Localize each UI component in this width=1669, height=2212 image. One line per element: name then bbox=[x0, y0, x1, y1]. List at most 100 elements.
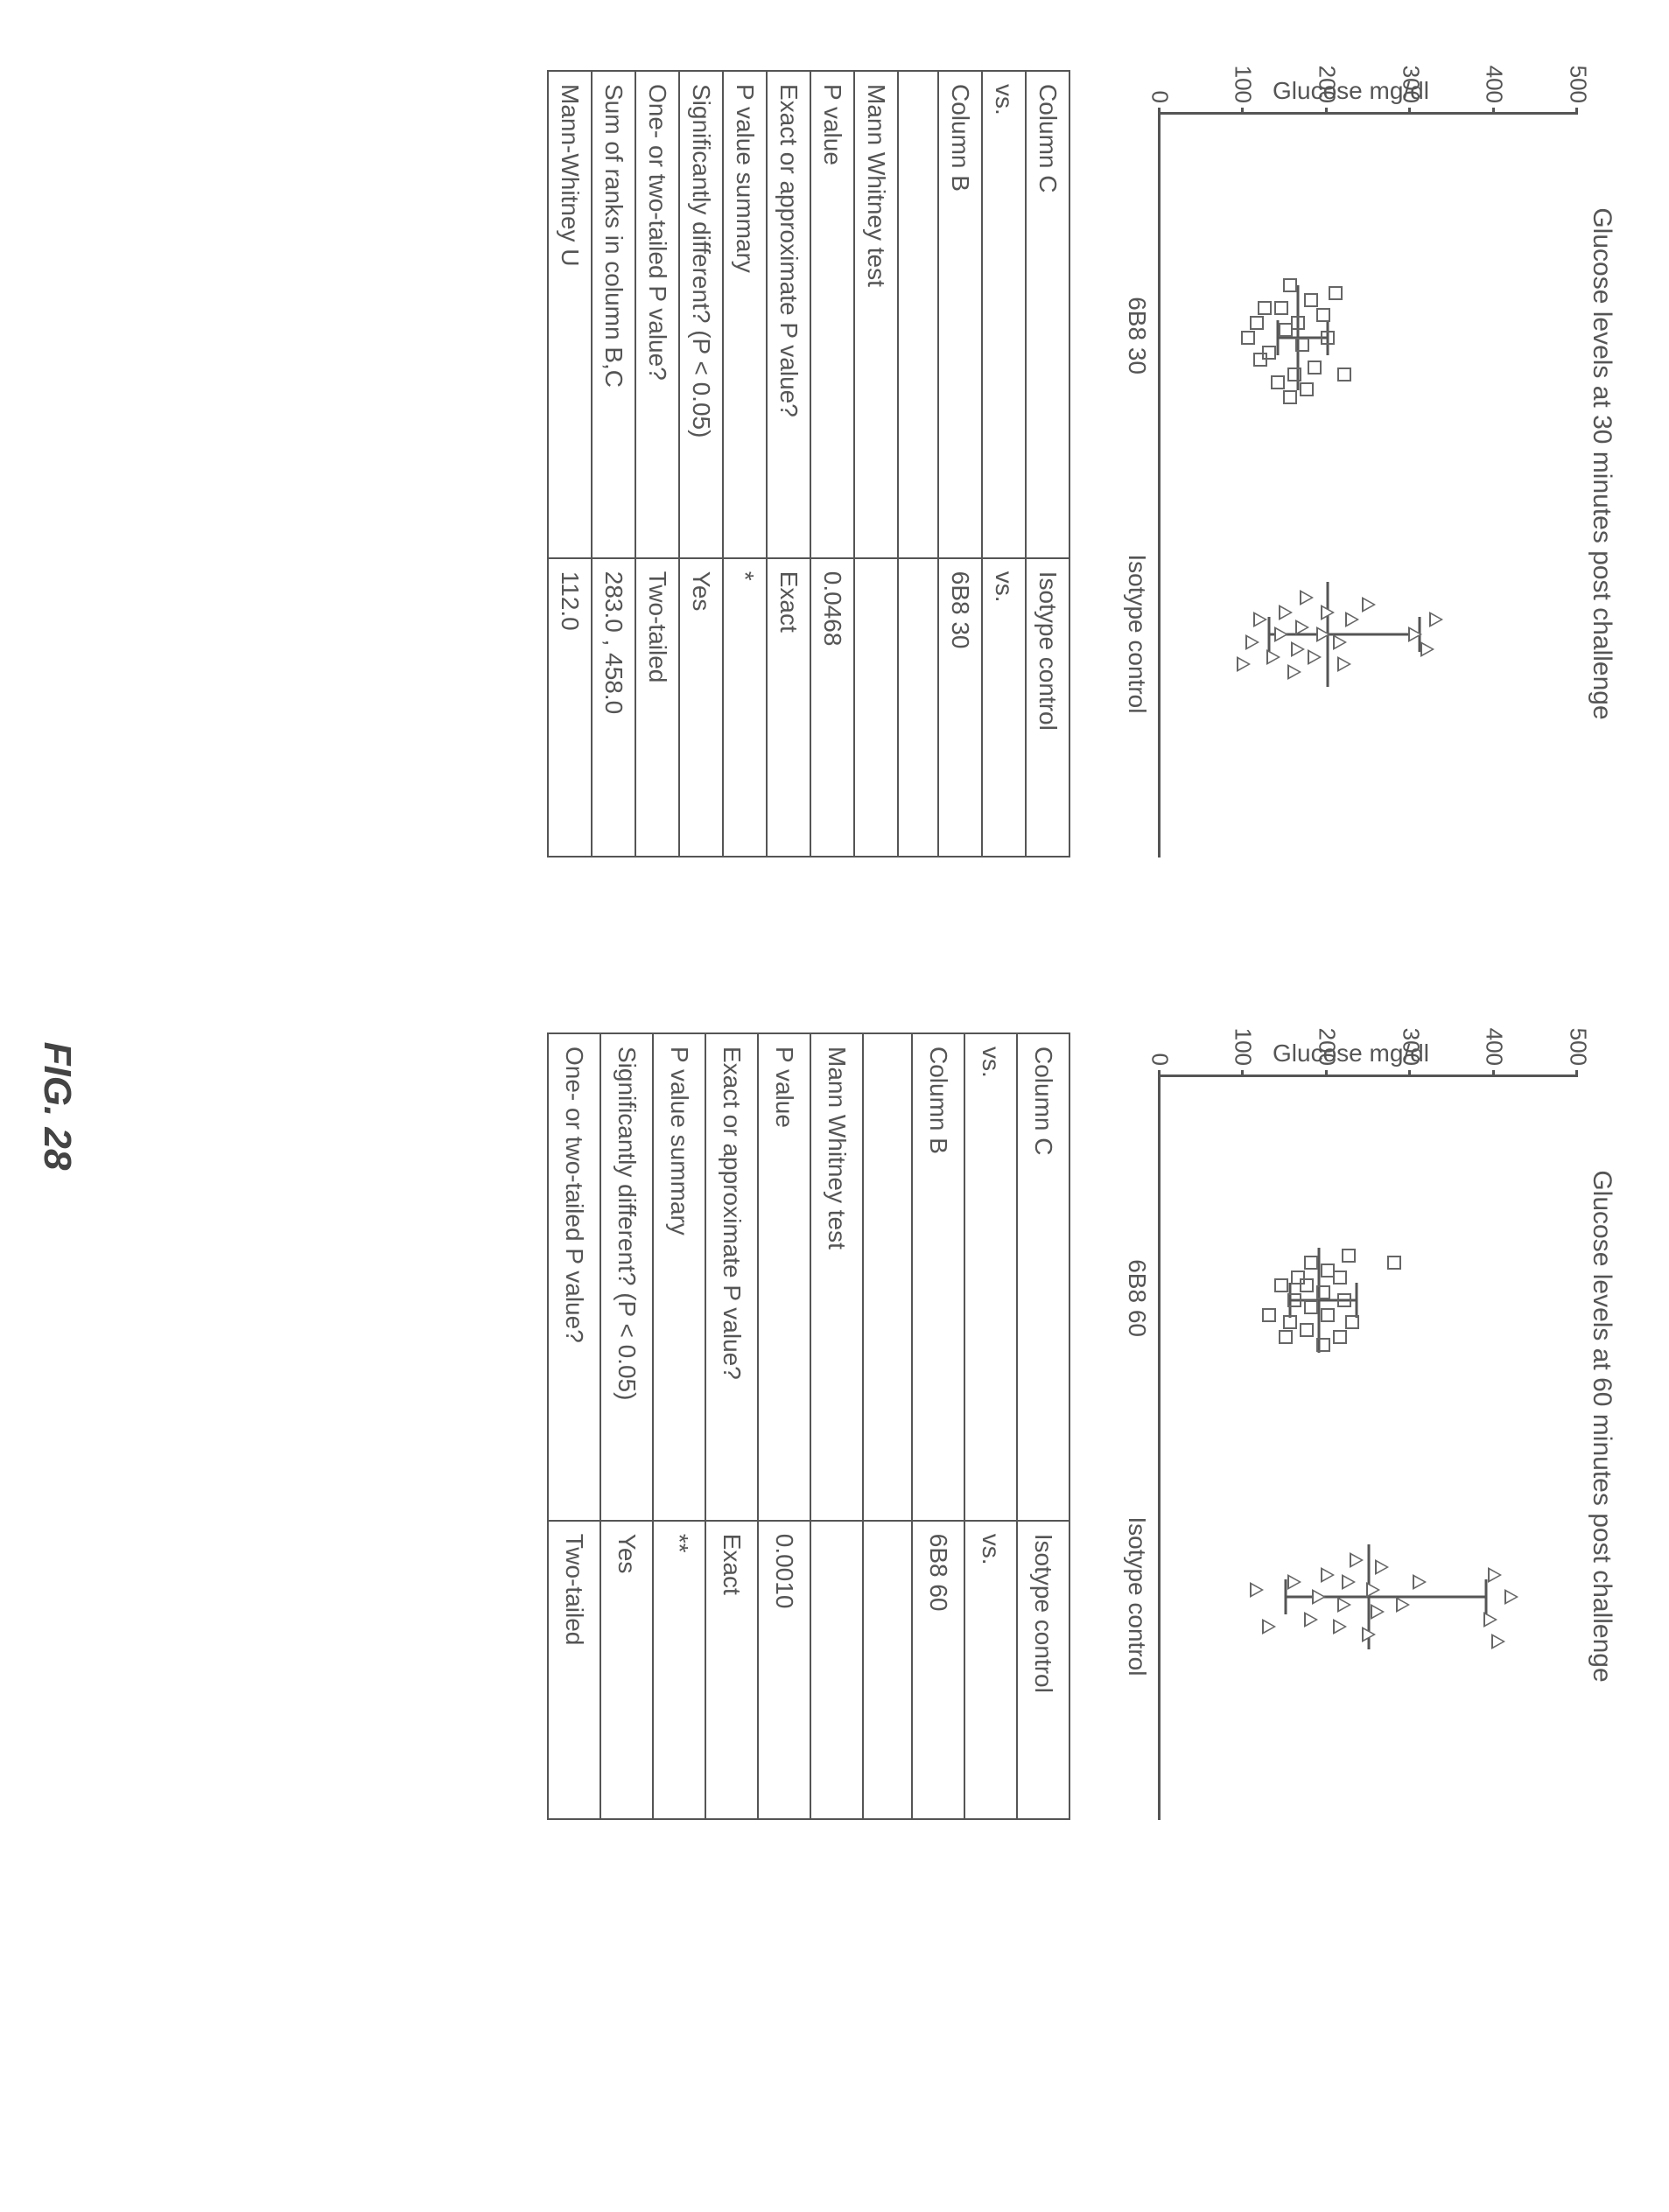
stat-value bbox=[810, 1521, 863, 1819]
table-row: Exact or approximate P value?Exact bbox=[705, 1033, 758, 1819]
error-bar-cap bbox=[1268, 617, 1271, 652]
stat-label: Significantly different? (P < 0.05) bbox=[679, 71, 723, 558]
triangle-marker bbox=[1333, 634, 1347, 650]
error-bar-cap bbox=[1356, 1283, 1358, 1318]
stat-value: Isotype control bbox=[1017, 1521, 1069, 1819]
triangle-marker bbox=[1371, 1604, 1385, 1620]
stat-value: Two-tailed bbox=[548, 1521, 600, 1819]
y-tick-label: 0 bbox=[1146, 1054, 1173, 1066]
table-row bbox=[864, 1033, 912, 1819]
triangle-marker bbox=[1488, 1567, 1502, 1583]
y-tick-label: 400 bbox=[1481, 1028, 1508, 1066]
table-row: P value summary** bbox=[653, 1033, 705, 1819]
table-row: Mann Whitney test bbox=[810, 1033, 863, 1819]
x-category-label: Isotype control bbox=[1123, 554, 1151, 713]
stat-value: Two-tailed bbox=[635, 558, 679, 857]
triangle-marker bbox=[1363, 1627, 1377, 1642]
table-row: P value summary* bbox=[723, 71, 767, 857]
square-marker bbox=[1316, 308, 1330, 322]
stat-label: vs. bbox=[964, 1033, 1017, 1521]
triangle-marker bbox=[1312, 1589, 1326, 1605]
square-marker bbox=[1241, 331, 1255, 345]
scatter-plot bbox=[1158, 1074, 1578, 1820]
y-tick-label: 100 bbox=[1230, 66, 1257, 103]
table-row: Significantly different? (P < 0.05)Yes bbox=[679, 71, 723, 857]
chart-30min: Glucose levels at 30 minutes post challe… bbox=[1123, 70, 1616, 858]
stat-label bbox=[864, 1033, 912, 1521]
triangle-marker bbox=[1429, 612, 1443, 627]
stat-label: vs. bbox=[982, 71, 1026, 558]
square-marker bbox=[1287, 1293, 1301, 1307]
triangle-marker bbox=[1366, 1582, 1380, 1598]
plot-wrap: 0100200300400500 6B8 30 Isotype control bbox=[1123, 112, 1578, 858]
stat-label: Mann Whitney test bbox=[854, 71, 898, 558]
stats-table-60min: Column CIsotype controlvs.vs.Column B6B8… bbox=[547, 1032, 1070, 1820]
table-row: P value0.0010 bbox=[758, 1033, 810, 1819]
triangle-marker bbox=[1253, 612, 1267, 627]
stats-table-30min: Column CIsotype controlvs.vs.Column B6B8… bbox=[547, 70, 1070, 858]
chart-area: Glucose mg/dl 0100200300400500 6B8 60 Is… bbox=[1123, 1032, 1578, 1820]
square-marker bbox=[1321, 331, 1335, 345]
stat-value: Yes bbox=[679, 558, 723, 857]
y-tick-label: 0 bbox=[1146, 91, 1173, 103]
triangle-marker bbox=[1342, 1574, 1356, 1590]
stat-value: 6B8 30 bbox=[938, 558, 982, 857]
tick-mark bbox=[1408, 108, 1411, 115]
square-marker bbox=[1300, 1323, 1314, 1337]
triangle-marker bbox=[1245, 634, 1259, 650]
square-marker bbox=[1333, 1270, 1347, 1284]
stat-label: Significantly different? (P < 0.05) bbox=[600, 1033, 653, 1521]
stat-value: Yes bbox=[600, 1521, 653, 1819]
square-marker bbox=[1342, 1249, 1356, 1263]
stat-label: Column C bbox=[1017, 1033, 1069, 1521]
stat-value: Exact bbox=[705, 1521, 758, 1819]
tick-mark bbox=[1158, 108, 1161, 115]
square-marker bbox=[1274, 1278, 1288, 1292]
triangle-marker bbox=[1237, 656, 1251, 672]
stat-value bbox=[898, 558, 938, 857]
square-marker bbox=[1258, 301, 1272, 315]
triangle-marker bbox=[1363, 597, 1377, 612]
table-row: vs.vs. bbox=[964, 1033, 1017, 1819]
square-marker bbox=[1304, 293, 1318, 307]
square-marker bbox=[1291, 1270, 1305, 1284]
square-marker bbox=[1279, 323, 1293, 337]
triangle-marker bbox=[1333, 1619, 1347, 1634]
stat-value: 283.0 , 458.0 bbox=[592, 558, 635, 857]
y-tick-label: 200 bbox=[1313, 1028, 1340, 1066]
triangle-marker bbox=[1345, 612, 1359, 627]
stat-label: Sum of ranks in column B,C bbox=[592, 71, 635, 558]
square-marker bbox=[1271, 375, 1285, 389]
stat-label: Exact or approximate P value? bbox=[767, 71, 810, 558]
square-marker bbox=[1308, 360, 1322, 374]
table-row: Column CIsotype control bbox=[1026, 71, 1069, 857]
triangle-marker bbox=[1420, 641, 1434, 657]
square-marker bbox=[1321, 1264, 1335, 1278]
y-ticks: 0100200300400500 bbox=[1123, 1013, 1578, 1066]
square-marker bbox=[1274, 301, 1288, 315]
square-marker bbox=[1291, 316, 1305, 330]
square-marker bbox=[1304, 1256, 1318, 1270]
stat-label: P value summary bbox=[723, 71, 767, 558]
triangle-marker bbox=[1483, 1612, 1497, 1628]
chart-title: Glucose levels at 30 minutes post challe… bbox=[1587, 70, 1616, 858]
stat-label: Mann Whitney test bbox=[810, 1033, 863, 1521]
table-row: Column CIsotype control bbox=[1017, 1033, 1069, 1819]
stat-value: 112.0 bbox=[548, 558, 592, 857]
tick-mark bbox=[1241, 108, 1244, 115]
scatter-plot bbox=[1158, 112, 1578, 858]
x-category-label: Isotype control bbox=[1123, 1516, 1151, 1676]
stat-value bbox=[864, 1521, 912, 1819]
stat-value: 0.0010 bbox=[758, 1521, 810, 1819]
y-tick-label: 400 bbox=[1481, 66, 1508, 103]
charts-row: Glucose levels at 30 minutes post challe… bbox=[1123, 70, 1616, 2142]
triangle-marker bbox=[1408, 626, 1422, 642]
tick-mark bbox=[1575, 1070, 1578, 1077]
triangle-marker bbox=[1274, 626, 1288, 642]
plot-wrap: 0100200300400500 6B8 60 Isotype control bbox=[1123, 1074, 1578, 1820]
square-marker bbox=[1337, 1293, 1351, 1307]
square-marker bbox=[1329, 286, 1343, 300]
triangle-marker bbox=[1321, 1567, 1335, 1583]
triangle-marker bbox=[1262, 1619, 1276, 1634]
triangle-marker bbox=[1337, 656, 1351, 672]
